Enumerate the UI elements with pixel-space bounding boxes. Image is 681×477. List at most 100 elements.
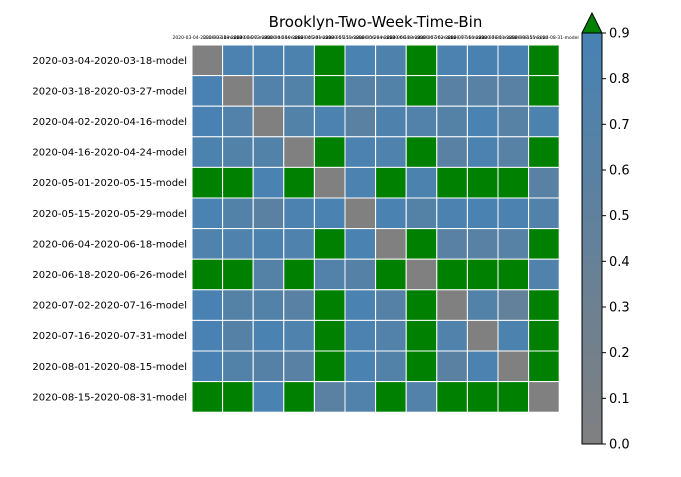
heatmap-cell [222,381,254,413]
heatmap-cell [375,166,407,199]
heatmap-cell [436,166,468,199]
heatmap-cell [466,350,499,383]
heatmap-cell [191,289,224,321]
heatmap-cell [252,197,285,230]
heatmap-cell [436,136,468,168]
heatmap-cell [252,228,285,260]
heatmap-cell [375,136,407,168]
row-label: 2020-06-18-2020-06-26-model [32,270,187,281]
heatmap-cell [191,381,224,413]
heatmap-cell [528,166,560,199]
heatmap-cell [405,197,438,230]
heatmap-cell [252,75,285,107]
row-label: 2020-06-04-2020-06-18-model [32,239,187,250]
heatmap-cell [405,75,438,107]
heatmap-cell [375,105,407,138]
column-label: 2020-08-01-2020-08-15-model [479,35,549,41]
heatmap-cell [283,350,315,383]
heatmap-cell [466,289,499,321]
heatmap-cell [497,75,530,107]
heatmap-cell [222,44,254,77]
heatmap-cell [528,289,560,321]
heatmap-cell [313,136,346,168]
heatmap-cell [191,197,224,230]
column-label: 2020-07-02-2020-07-16-model [417,35,487,41]
heatmap-cell [466,166,499,199]
heatmap-cell [497,289,530,321]
heatmap-cell [436,228,468,260]
heatmap-cell [375,75,407,107]
colorbar: 0.0 0.1 0.2 0.3 0.4 0.5 0.6 0.7 0.8 0.9 [581,11,630,453]
heatmap-cell [252,319,285,352]
heatmap-cell [466,319,499,352]
heatmap-cell [252,166,285,199]
heatmap-cell [405,381,438,413]
heatmap-cell [405,319,438,352]
column-label: 2020-05-15-2020-05-29-model [326,35,396,41]
heatmap-cell [313,319,346,352]
heatmap-cell [313,381,346,413]
heatmap-cell [344,289,377,321]
heatmap-cell [313,166,346,199]
heatmap-cell [191,105,224,138]
heatmap-cell [528,319,560,352]
row-label: 2020-08-15-2020-08-31-model [32,392,187,403]
heatmap-cell [283,75,315,107]
colorbar-tick-label: 0.4 [609,255,630,270]
heatmap-cell [405,350,438,383]
heatmap-cell [313,197,346,230]
heatmap-cell [252,44,285,77]
colorbar-tick-label: 0.9 [609,27,630,42]
heatmap-cell [191,136,224,168]
column-label: 2020-08-15-2020-08-31-model [509,35,579,41]
heatmap-cell [405,44,438,77]
heatmap-cell [375,381,407,413]
heatmap-cell [344,75,377,107]
heatmap-cell [466,136,499,168]
colorbar-outline [581,33,603,445]
column-label: 2020-04-02-2020-04-16-model [234,35,304,41]
heatmap-cell [191,228,224,260]
heatmap-cell [283,228,315,260]
heatmap-cell [222,289,254,321]
heatmap-cell [436,381,468,413]
heatmap-cell [528,381,560,413]
heatmap-cell [191,319,224,352]
heatmap-cell [344,319,377,352]
heatmap-cell [344,381,377,413]
heatmap-cell [313,228,346,260]
heatmap-cell [222,258,254,291]
heatmap-cell [497,350,530,383]
heatmap-cell [528,197,560,230]
heatmap-cell [466,381,499,413]
column-label: 2020-05-01-2020-05-15-model [295,35,365,41]
heatmap-cell [375,197,407,230]
heatmap-cell [191,75,224,107]
heatmap-cell [497,166,530,199]
heatmap-cell [405,228,438,260]
heatmap-cell [313,350,346,383]
heatmap-cell [191,258,224,291]
heatmap-cell [405,289,438,321]
heatmap-cell [252,105,285,138]
heatmap-cell [528,44,560,77]
heatmap-cell [313,105,346,138]
heatmap-cell [436,44,468,77]
colorbar-gradient [582,33,602,444]
row-label: 2020-03-18-2020-03-27-model [32,86,187,97]
heatmap-cell [222,166,254,199]
heatmap-cell [375,228,407,260]
heatmap-cell [466,197,499,230]
colorbar-tick-label: 0.0 [609,438,630,453]
heatmap-cell [466,258,499,291]
heatmap-cell [252,289,285,321]
heatmap-cell [283,289,315,321]
row-label: 2020-03-04-2020-03-18-model [32,56,187,67]
heatmap-cell [436,350,468,383]
heatmap-cell [283,105,315,138]
heatmap-cell [344,350,377,383]
heatmap-cell [528,228,560,260]
column-label: 2020-06-18-2020-06-26-model [387,35,457,41]
colorbar-tick-label: 0.8 [609,72,630,87]
